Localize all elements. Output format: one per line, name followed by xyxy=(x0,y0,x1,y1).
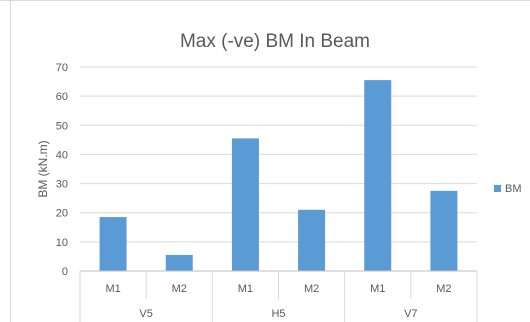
x-tick-label: M1 xyxy=(238,283,253,295)
legend: BM xyxy=(494,183,522,195)
y-tick-label: 30 xyxy=(56,179,68,191)
bar xyxy=(298,209,326,271)
x-tick-label: M2 xyxy=(304,283,319,295)
gridlines xyxy=(80,66,477,243)
legend-swatch xyxy=(494,185,501,192)
x-tick-label: M2 xyxy=(436,283,451,295)
bar xyxy=(430,190,458,271)
left-divider xyxy=(10,1,11,322)
y-tick-label: 0 xyxy=(62,266,68,278)
y-axis-label: BM (kN.m) xyxy=(36,140,50,197)
y-tick-label: 20 xyxy=(56,208,68,220)
bar xyxy=(231,138,259,271)
x-tick-label: M1 xyxy=(370,283,385,295)
x-group-label: V7 xyxy=(404,308,417,320)
y-tick-label: 70 xyxy=(56,62,68,74)
x-group-label: H5 xyxy=(271,308,285,320)
y-tick-label: 10 xyxy=(56,237,68,249)
x-tick-label: M2 xyxy=(172,283,187,295)
bars xyxy=(99,80,458,271)
bar xyxy=(364,80,392,271)
chart-title: Max (-ve) BM In Beam xyxy=(180,31,370,52)
axes: 0 10 20 30 40 50 60 70 M1 M2 M1 M2 M1 M2 V5 H5 V7 xyxy=(56,62,478,322)
y-tick-label: 50 xyxy=(56,120,68,132)
x-group-label: V5 xyxy=(139,308,152,320)
y-tick-label: 40 xyxy=(56,149,68,161)
bar xyxy=(99,217,127,271)
x-tick-label: M1 xyxy=(105,283,120,295)
bar xyxy=(165,254,193,271)
y-tick-label: 60 xyxy=(56,91,68,103)
legend-label: BM xyxy=(505,183,522,195)
